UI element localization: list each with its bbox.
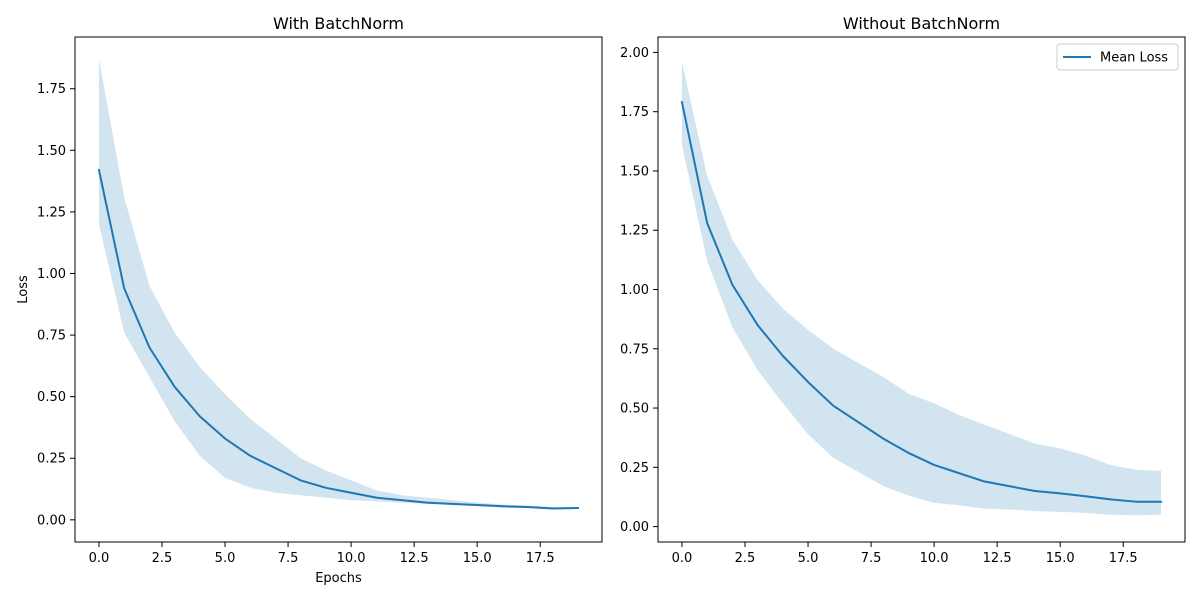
y-tick-label: 1.25: [37, 205, 66, 220]
x-tick-label: 0.0: [89, 551, 110, 566]
y-tick-label: 0.00: [37, 513, 66, 528]
x-tick-label: 5.0: [215, 551, 236, 566]
x-tick-label: 7.5: [278, 551, 299, 566]
x-tick-label: 2.5: [735, 551, 756, 566]
x-tick-label: 10.0: [337, 551, 366, 566]
x-tick-label: 15.0: [1046, 551, 1075, 566]
y-axis-label: Loss: [16, 275, 31, 304]
y-tick-label: 1.75: [37, 82, 66, 97]
y-tick-label: 1.75: [620, 105, 649, 120]
x-tick-label: 15.0: [463, 551, 492, 566]
y-tick-label: 1.00: [620, 283, 649, 298]
x-tick-label: 7.5: [861, 551, 882, 566]
legend-box: [1056, 43, 1179, 71]
x-tick-label: 12.5: [400, 551, 429, 566]
chart-title: Without BatchNorm: [843, 14, 1000, 33]
mean-loss-line: [97, 168, 580, 510]
y-tick-label: 0.50: [37, 390, 66, 405]
mean-loss-line: [680, 101, 1163, 503]
axes-frame: [74, 36, 603, 543]
legend: Mean Loss: [1056, 43, 1179, 71]
y-tick-label: 0.75: [37, 329, 66, 344]
x-tick-label: 2.5: [152, 551, 173, 566]
confidence-band: [681, 61, 1162, 516]
y-tick-label: 1.00: [37, 267, 66, 282]
x-tick-label: 0.0: [672, 551, 693, 566]
legend-label: Mean Loss: [1100, 51, 1168, 66]
confidence-band: [98, 59, 579, 510]
y-tick-label: 1.50: [37, 144, 66, 159]
x-tick-label: 5.0: [798, 551, 819, 566]
y-tick-label: 0.50: [620, 402, 649, 417]
y-tick-label: 1.50: [620, 164, 649, 179]
y-tick-label: 0.00: [620, 520, 649, 535]
x-tick-label: 17.5: [526, 551, 555, 566]
y-tick-label: 0.25: [37, 452, 66, 467]
y-tick-label: 2.00: [620, 46, 649, 61]
subplot-without-batchnorm: 0.0 2.5 5.0 7.5 10.0 12.5 15.0 17.5 0.00 0.25 0.50…: [620, 14, 1186, 566]
x-axis-label: Epochs: [315, 571, 362, 586]
chart-title: With BatchNorm: [273, 14, 404, 33]
x-tick-label: 10.0: [920, 551, 949, 566]
x-tick-label: 12.5: [983, 551, 1012, 566]
subplot-with-batchnorm: 0.0 2.5 5.0 7.5 10.0 12.5 15.0 17.5 0.00 0.25 0.50…: [16, 14, 603, 586]
y-tick-label: 0.75: [620, 342, 649, 357]
y-tick-label: 1.25: [620, 224, 649, 239]
y-tick-label: 0.25: [620, 461, 649, 476]
x-tick-label: 17.5: [1109, 551, 1138, 566]
